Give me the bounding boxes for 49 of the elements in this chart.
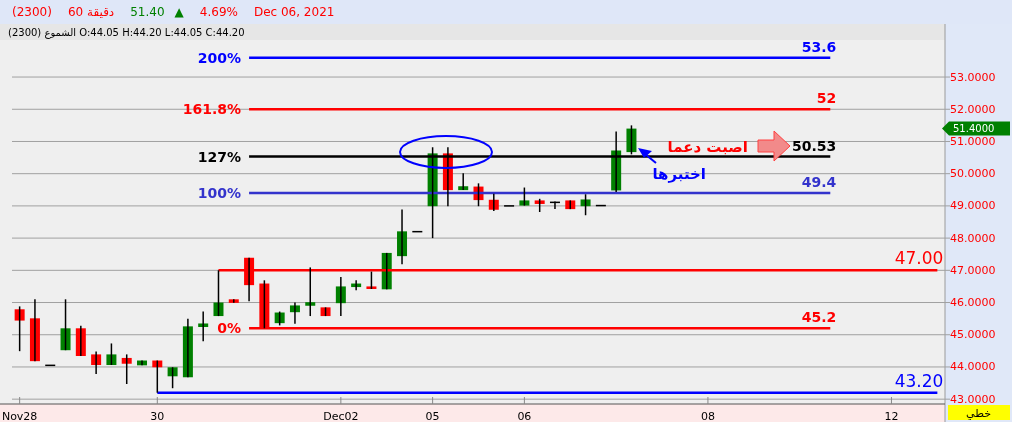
y-tick-label: 47.0000	[950, 263, 996, 277]
y-tick-label: 50.0000	[950, 167, 996, 181]
series-label: 100%	[197, 185, 242, 202]
candlestick	[580, 193, 591, 216]
text: Dec 06, 2021	[253, 5, 335, 19]
text: ▲	[174, 5, 185, 19]
y-tick-label: 44.0000	[950, 360, 996, 374]
x-tick-label: 30	[150, 409, 165, 422]
y-tick-label: 45.0000	[950, 328, 996, 342]
series-label: 200%	[197, 49, 242, 66]
x-tick-label: 05	[425, 409, 440, 422]
x-tick-label: 12	[884, 409, 899, 422]
x-tick-label: Dec02	[323, 409, 359, 422]
data-label: 53.6	[801, 38, 837, 55]
series-label: 0%	[217, 320, 242, 337]
candlestick	[14, 305, 25, 352]
y-tick-label: 48.0000	[950, 231, 996, 245]
text: 4.69%	[199, 5, 238, 19]
y-tick-label: 49.0000	[950, 199, 996, 213]
data-label: 43.20	[894, 370, 944, 391]
candlestick	[106, 342, 117, 366]
data-label: 45.2	[801, 309, 837, 326]
x-tick-label: 06	[517, 409, 532, 422]
candlestick	[121, 353, 132, 385]
data-label: 47.00	[894, 248, 944, 269]
candlestick	[519, 186, 530, 207]
candlestick	[60, 298, 71, 351]
candlestick	[167, 366, 178, 389]
y-tick-label: 53.0000	[950, 70, 996, 84]
annotation: اختبرها	[652, 165, 706, 183]
candlestick	[198, 310, 209, 342]
series-label: 161.8%	[182, 101, 242, 118]
candlestick	[305, 266, 316, 317]
series-label: 127%	[197, 148, 242, 165]
x-tick-label: Nov28	[1, 409, 38, 422]
text: الشموع (2300) O:44.05 H:44.20 L:44.05 C:44.20	[8, 26, 245, 39]
data-label: 50.53	[791, 137, 837, 154]
y-tick-label: 52.0000	[950, 102, 996, 116]
x-tick-label: 08	[700, 409, 715, 422]
annotation: اصبت دعما	[667, 138, 748, 156]
text: 51.40	[130, 5, 165, 19]
text: خطي	[966, 406, 991, 420]
text: 60 دقيقة	[67, 5, 115, 19]
data-label: 49.4	[801, 174, 837, 191]
text: (2300)	[12, 5, 52, 19]
y-tick-label: 46.0000	[950, 296, 996, 310]
y-tick-label: 51.0000	[950, 134, 996, 148]
data-label: 52	[816, 90, 837, 107]
y-tick-label: 43.0000	[950, 392, 996, 406]
